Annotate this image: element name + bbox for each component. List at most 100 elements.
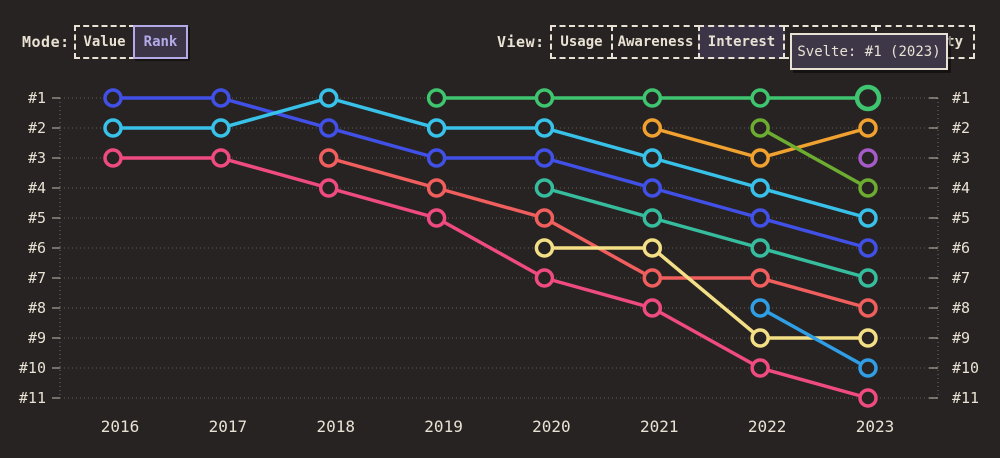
view-awareness-button[interactable]: Awareness (611, 25, 700, 59)
point-orange-2023[interactable] (858, 118, 878, 138)
point-indigo-2023[interactable] (858, 238, 878, 258)
point-yellow-2020[interactable] (534, 238, 555, 258)
x-tick-label: 2023 (856, 417, 895, 436)
point-salmon-2022[interactable] (750, 268, 770, 288)
point-pink-2021[interactable] (642, 298, 663, 318)
y-tick-label-left: #7 (28, 269, 46, 287)
series-line-cyan[interactable] (111, 96, 870, 220)
point-salmon-2020[interactable] (534, 208, 555, 228)
point-cyan-2023[interactable] (858, 208, 878, 228)
y-tick-label-right: #3 (952, 149, 970, 167)
point-yellow-2022[interactable] (750, 328, 770, 348)
series-line-sky-blue[interactable] (758, 306, 870, 370)
point-green-svelte-2021[interactable] (642, 88, 663, 108)
view-label: View: (497, 33, 545, 51)
tooltip-text: Svelte: #1 (2023) (797, 43, 941, 60)
point-indigo-2020[interactable] (534, 148, 555, 168)
mode-rank-button[interactable]: Rank (133, 25, 188, 59)
y-tick-label-right: #4 (952, 179, 970, 197)
point-indigo-2018[interactable] (318, 118, 339, 138)
point-pink-2018[interactable] (318, 178, 339, 198)
point-teal-2023[interactable] (858, 268, 878, 288)
series-lines-layer (111, 96, 870, 400)
point-yellow-2023[interactable] (858, 328, 878, 348)
point-salmon-2018[interactable] (318, 148, 339, 168)
y-tick-label-right: #7 (952, 269, 970, 287)
y-tick-label-left: #9 (28, 329, 46, 347)
point-cyan-2021[interactable] (642, 148, 663, 168)
y-tick-label-left: #11 (19, 389, 46, 407)
x-tick-label: 2021 (640, 417, 679, 436)
point-olive-2022[interactable] (750, 118, 770, 138)
y-tick-label-left: #4 (28, 179, 46, 197)
point-teal-2020[interactable] (534, 178, 555, 198)
point-pink-2019[interactable] (426, 208, 447, 228)
point-cyan-2016[interactable] (103, 118, 123, 138)
series-line-indigo[interactable] (111, 96, 870, 250)
series-line-olive[interactable] (758, 126, 870, 190)
point-sky-blue-2023[interactable] (858, 358, 878, 378)
point-pink-2023[interactable] (858, 388, 878, 408)
point-green-svelte-2023[interactable] (854, 84, 882, 112)
y-tick-label-left: #2 (28, 119, 46, 137)
y-tick-label-left: #6 (28, 239, 46, 257)
point-pink-2017[interactable] (211, 148, 231, 168)
y-tick-label-right: #10 (952, 359, 979, 377)
y-tick-label-left: #5 (28, 209, 46, 227)
point-green-svelte-2022[interactable] (750, 88, 770, 108)
x-tick-label: 2017 (209, 417, 248, 436)
view-interest-button[interactable]: Interest (698, 25, 785, 59)
point-pink-2022[interactable] (750, 358, 770, 378)
point-salmon-2023[interactable] (858, 298, 878, 318)
point-cyan-2019[interactable] (426, 118, 447, 138)
x-tick-label: 2022 (748, 417, 787, 436)
mode-value-button[interactable]: Value (74, 25, 135, 59)
point-cyan-2018[interactable] (318, 88, 339, 108)
point-cyan-2022[interactable] (750, 178, 770, 198)
point-indigo-2017[interactable] (211, 88, 231, 108)
y-tick-label-left: #8 (28, 299, 46, 317)
grid-layer: #1 #1 #2 #2 #3 #3 #4 #4 #5 #5 #6 #6 #7 #7 #8 #8 #9 #9 #10 #… (19, 89, 979, 436)
point-indigo-2022[interactable] (750, 208, 770, 228)
y-tick-label-right: #9 (952, 329, 970, 347)
x-tick-label: 2020 (532, 417, 571, 436)
point-indigo-2019[interactable] (426, 148, 447, 168)
y-tick-label-right: #2 (952, 119, 970, 137)
mode-label: Mode: (22, 33, 70, 51)
y-tick-label-left: #3 (28, 149, 46, 167)
point-purple-2023[interactable] (858, 148, 878, 168)
y-tick-label-right: #1 (952, 89, 970, 107)
y-tick-label-right: #11 (952, 389, 979, 407)
x-tick-label: 2016 (101, 417, 140, 436)
y-tick-label-right: #5 (952, 209, 970, 227)
point-sky-blue-2022[interactable] (750, 298, 770, 318)
point-pink-2020[interactable] (534, 268, 555, 288)
y-tick-label-left: #1 (28, 89, 46, 107)
point-salmon-2021[interactable] (642, 268, 663, 288)
point-olive-2023[interactable] (858, 178, 878, 198)
series-line-teal[interactable] (542, 186, 870, 280)
point-cyan-2020[interactable] (534, 118, 555, 138)
point-teal-2022[interactable] (750, 238, 770, 258)
point-teal-2021[interactable] (642, 208, 663, 228)
point-indigo-2021[interactable] (642, 178, 663, 198)
view-usage-button[interactable]: Usage (550, 25, 613, 59)
point-indigo-2016[interactable] (103, 88, 123, 108)
point-yellow-2021[interactable] (642, 238, 663, 258)
x-tick-label: 2018 (316, 417, 355, 436)
series-line-pink[interactable] (111, 156, 870, 400)
tooltip: Svelte: #1 (2023) (790, 33, 948, 70)
point-green-svelte-2019[interactable] (426, 88, 447, 108)
point-green-svelte-2020[interactable] (534, 88, 555, 108)
y-tick-label-right: #6 (952, 239, 970, 257)
point-orange-2021[interactable] (642, 118, 663, 138)
point-salmon-2019[interactable] (426, 178, 447, 198)
point-pink-2016[interactable] (103, 148, 123, 168)
series-points-layer (103, 84, 882, 408)
point-orange-2022[interactable] (750, 148, 770, 168)
series-line-salmon[interactable] (326, 156, 870, 310)
point-cyan-2017[interactable] (211, 118, 231, 138)
x-tick-label: 2019 (424, 417, 463, 436)
y-tick-label-left: #10 (19, 359, 46, 377)
